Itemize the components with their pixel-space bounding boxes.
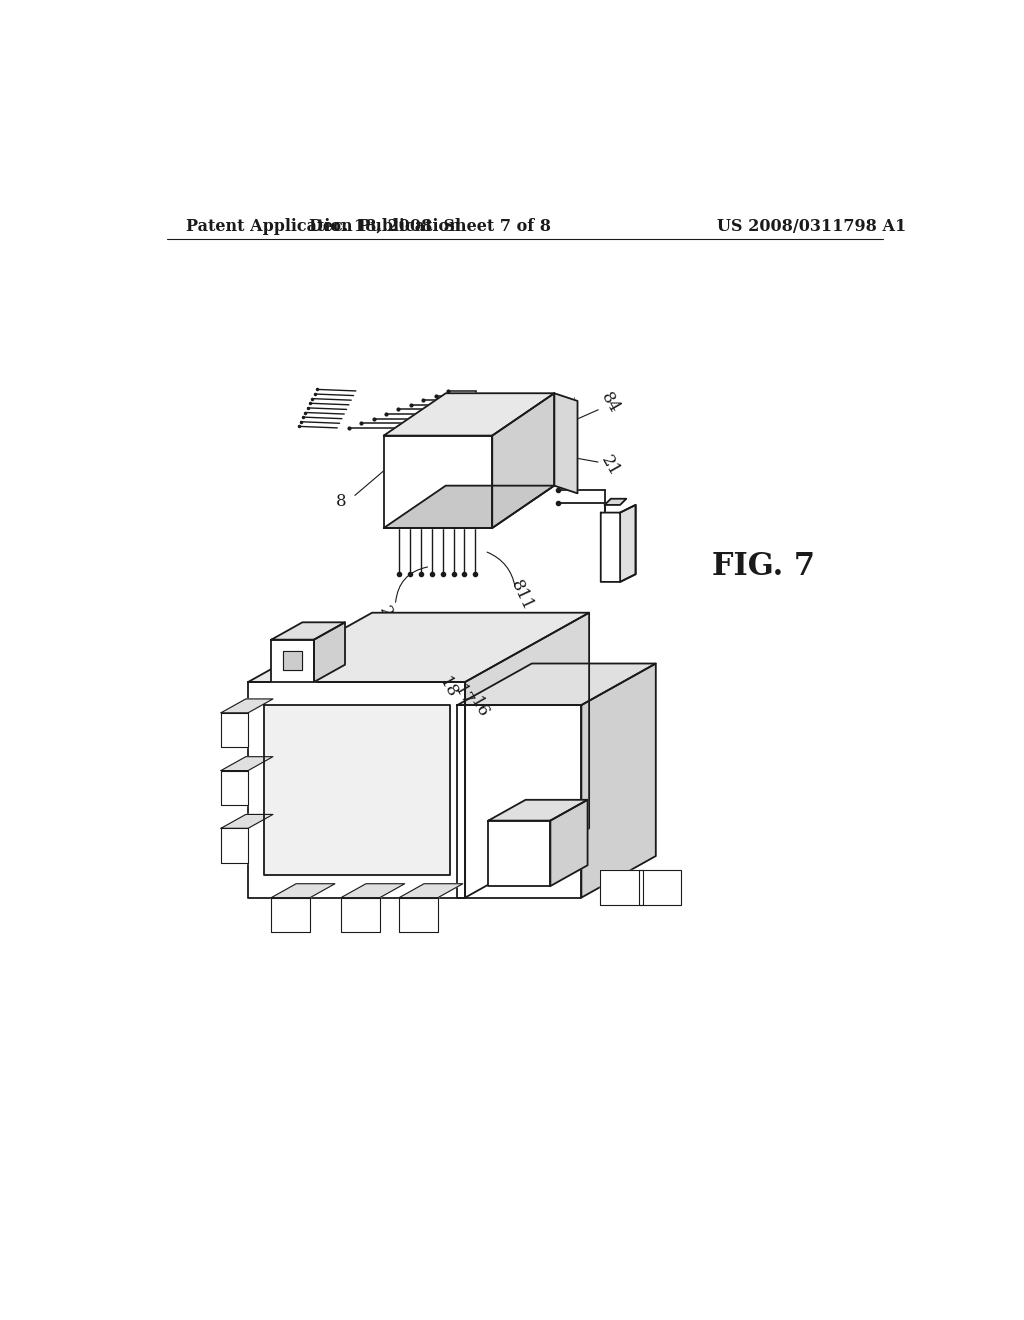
FancyArrowPatch shape	[395, 568, 427, 602]
Polygon shape	[221, 756, 273, 771]
Polygon shape	[384, 393, 554, 436]
Text: 17: 17	[451, 682, 476, 709]
Polygon shape	[221, 829, 248, 863]
Polygon shape	[465, 612, 589, 898]
Text: 18: 18	[435, 675, 461, 702]
Text: 84: 84	[597, 389, 623, 416]
Polygon shape	[221, 814, 273, 829]
Text: 22: 22	[376, 603, 399, 630]
Text: Dec. 18, 2008  Sheet 7 of 8: Dec. 18, 2008 Sheet 7 of 8	[309, 218, 551, 235]
Polygon shape	[248, 612, 589, 682]
Polygon shape	[639, 870, 681, 904]
Polygon shape	[458, 664, 655, 705]
Polygon shape	[314, 622, 345, 682]
Polygon shape	[271, 884, 335, 898]
Polygon shape	[582, 664, 655, 898]
Polygon shape	[621, 506, 636, 582]
Polygon shape	[271, 898, 310, 932]
Polygon shape	[399, 884, 463, 898]
Polygon shape	[221, 771, 248, 805]
Polygon shape	[248, 682, 465, 898]
FancyArrowPatch shape	[435, 668, 471, 706]
FancyArrowPatch shape	[427, 664, 456, 694]
Text: 21: 21	[597, 453, 623, 480]
Polygon shape	[488, 821, 550, 886]
Polygon shape	[600, 870, 643, 904]
Polygon shape	[221, 700, 273, 713]
Text: 16: 16	[467, 694, 492, 721]
Polygon shape	[341, 884, 404, 898]
Polygon shape	[554, 393, 578, 494]
Polygon shape	[493, 393, 554, 528]
Polygon shape	[341, 898, 380, 932]
Polygon shape	[384, 486, 554, 528]
Polygon shape	[601, 506, 636, 582]
Text: 811: 811	[507, 578, 537, 614]
Text: FIG. 7: FIG. 7	[712, 550, 815, 582]
Polygon shape	[221, 713, 248, 747]
Polygon shape	[550, 800, 588, 886]
Polygon shape	[604, 499, 627, 506]
Polygon shape	[399, 898, 438, 932]
Text: Patent Application Publication: Patent Application Publication	[186, 218, 461, 235]
Polygon shape	[283, 651, 302, 671]
Polygon shape	[384, 436, 493, 528]
FancyArrowPatch shape	[487, 552, 515, 587]
Polygon shape	[488, 800, 588, 821]
Polygon shape	[271, 622, 345, 640]
Text: 8: 8	[336, 492, 346, 510]
Polygon shape	[271, 640, 314, 682]
Polygon shape	[458, 705, 582, 898]
Text: US 2008/0311798 A1: US 2008/0311798 A1	[717, 218, 906, 235]
Polygon shape	[263, 705, 450, 874]
FancyArrowPatch shape	[420, 660, 440, 686]
